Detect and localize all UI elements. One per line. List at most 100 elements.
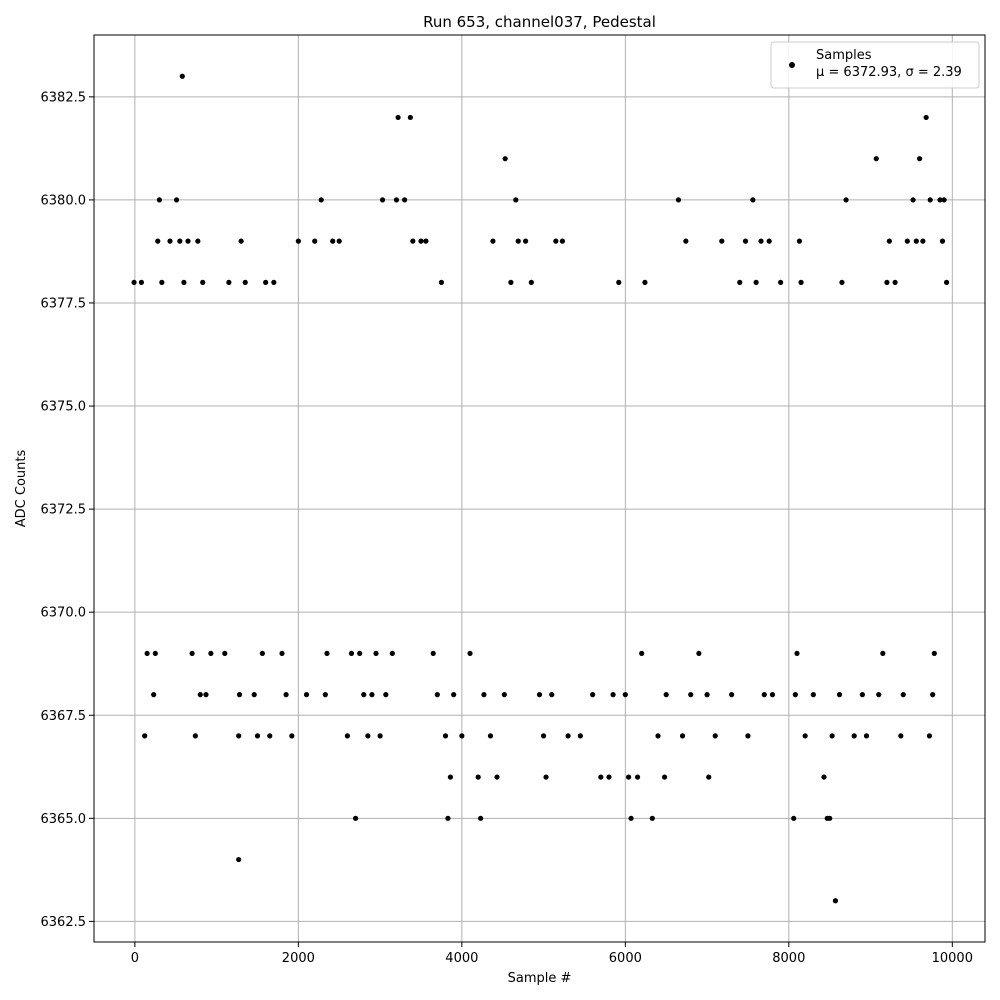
data-point xyxy=(626,774,632,780)
data-point xyxy=(796,238,803,244)
data-point xyxy=(742,238,749,244)
data-point xyxy=(884,279,890,285)
data-point xyxy=(279,650,285,657)
data-point xyxy=(177,238,183,244)
data-point xyxy=(873,156,879,162)
data-point xyxy=(251,692,257,698)
data-point xyxy=(931,650,937,657)
data-point xyxy=(898,733,904,739)
data-point xyxy=(352,815,359,821)
data-point xyxy=(236,692,243,698)
data-point xyxy=(719,238,725,244)
data-point xyxy=(696,650,702,657)
data-point xyxy=(577,733,583,739)
data-points xyxy=(131,73,950,904)
data-point xyxy=(900,692,906,698)
data-point xyxy=(821,774,827,780)
data-point xyxy=(238,238,244,244)
data-point xyxy=(197,692,203,698)
y-tick-label: 6370.0 xyxy=(41,606,87,621)
data-point xyxy=(778,279,784,285)
data-point xyxy=(791,815,797,821)
data-point xyxy=(610,692,616,698)
data-point xyxy=(880,650,886,657)
legend-box xyxy=(770,41,980,89)
data-point xyxy=(467,650,473,657)
data-point xyxy=(407,114,413,121)
x-axis-ticks: 0 2000 4000 6000 8000 10000 xyxy=(131,942,973,966)
data-point xyxy=(528,279,534,285)
data-point xyxy=(156,197,162,203)
data-point xyxy=(523,238,529,244)
data-point xyxy=(361,692,367,698)
legend-stats: μ = 6372.93, σ = 2.39 xyxy=(816,65,962,80)
data-point xyxy=(179,73,185,79)
data-point xyxy=(377,733,383,739)
x-tick-label: 8000 xyxy=(772,951,805,966)
data-point xyxy=(222,650,228,657)
data-point xyxy=(430,650,436,657)
data-point xyxy=(728,692,735,698)
data-point xyxy=(181,279,187,285)
data-point xyxy=(904,238,910,244)
data-point xyxy=(189,650,195,657)
data-point xyxy=(913,238,919,244)
legend-marker xyxy=(789,62,795,68)
data-point xyxy=(226,279,232,285)
data-point xyxy=(487,733,494,739)
data-point xyxy=(490,238,496,244)
data-point xyxy=(663,692,669,698)
y-tick-label: 6365.0 xyxy=(41,812,87,827)
data-point xyxy=(312,238,318,244)
data-point xyxy=(655,733,661,739)
data-point xyxy=(336,238,342,244)
data-point xyxy=(494,774,500,780)
data-point xyxy=(737,279,743,285)
data-point xyxy=(501,692,507,698)
data-point xyxy=(634,774,641,780)
x-tick-label: 6000 xyxy=(609,951,642,966)
x-axis-label: Sample # xyxy=(508,971,572,986)
y-tick-label: 6362.5 xyxy=(41,915,87,930)
data-point xyxy=(410,238,416,244)
data-point xyxy=(792,692,798,698)
data-point xyxy=(642,279,648,285)
data-point xyxy=(303,692,310,698)
data-point xyxy=(236,733,242,739)
data-point xyxy=(939,238,946,244)
data-point xyxy=(324,650,330,657)
data-point xyxy=(502,156,508,162)
data-point xyxy=(267,733,273,739)
data-point xyxy=(295,238,301,244)
data-point xyxy=(606,774,612,780)
data-point xyxy=(851,733,857,739)
x-tick-label: 0 xyxy=(131,951,139,966)
data-point xyxy=(810,692,816,698)
data-point xyxy=(402,197,408,203)
data-point xyxy=(373,650,379,657)
y-tick-label: 6380.0 xyxy=(41,193,87,208)
data-point xyxy=(365,733,371,739)
data-point xyxy=(769,692,776,698)
data-point xyxy=(423,238,429,244)
data-point xyxy=(442,733,449,739)
data-point xyxy=(926,733,933,739)
data-point xyxy=(679,733,686,739)
data-point xyxy=(348,650,355,657)
data-point xyxy=(481,692,487,698)
data-point xyxy=(434,692,440,698)
data-point xyxy=(263,279,269,285)
data-point xyxy=(508,279,514,285)
data-point xyxy=(712,733,718,739)
data-point xyxy=(200,279,206,285)
data-point xyxy=(540,733,547,739)
data-point xyxy=(208,650,214,657)
data-point xyxy=(758,238,764,244)
data-point xyxy=(943,279,950,285)
x-tick-label: 4000 xyxy=(445,951,478,966)
data-point xyxy=(923,114,929,121)
data-point xyxy=(289,733,295,739)
data-point xyxy=(706,774,712,780)
